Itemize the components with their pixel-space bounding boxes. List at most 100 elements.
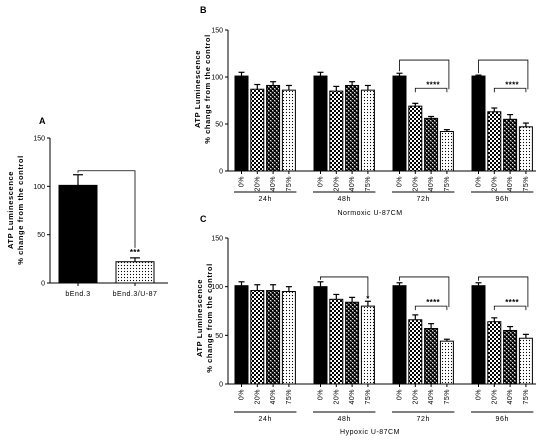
panel-b-x-tick-label: 40% bbox=[428, 176, 435, 192]
panel-c-bar bbox=[408, 319, 423, 385]
panel-b-group-label: 48h bbox=[337, 196, 350, 203]
panel-c-bar bbox=[345, 301, 360, 385]
panel-c: C 0 50 100 150 0% 20% 40% 75% 24h 0% 20% 40% 75% 48h *… bbox=[195, 214, 536, 436]
panel-b-x-tick-label: 75% bbox=[523, 176, 530, 192]
panel-b-y-tick-label: 150 bbox=[211, 28, 223, 35]
panel-b-bar bbox=[471, 75, 486, 172]
panel-c-bar bbox=[360, 305, 375, 385]
panel-a-y-tick-label: 150 bbox=[33, 136, 45, 143]
panel-c-bar bbox=[266, 290, 281, 385]
panel-c-y-tick-label: 100 bbox=[211, 284, 223, 291]
panel-b-bar bbox=[234, 75, 249, 172]
panel-c-group-label: 24h bbox=[258, 416, 271, 423]
panel-c-sig-bracket bbox=[320, 276, 369, 299]
panel-b-bar bbox=[281, 89, 296, 172]
panel-b-sig-label: **** bbox=[426, 80, 440, 89]
panel-c-y-tick-label: 0 bbox=[219, 382, 223, 389]
panel-b-x-tick-label: 75% bbox=[444, 176, 451, 192]
panel-a-x-tick-label: bEnd.3 bbox=[65, 291, 90, 298]
panel-c-x-tick-label: 40% bbox=[428, 389, 435, 405]
panel-c-sig-sub-bracket bbox=[414, 305, 448, 311]
panel-c-x-tick-label: 0% bbox=[476, 389, 483, 400]
panel-c-x-tick-label: 20% bbox=[412, 389, 419, 405]
panel-b-x-tick-label: 20% bbox=[333, 176, 340, 192]
panel-c-ylabel-line2: % change from the control bbox=[205, 263, 214, 373]
panel-b-bar bbox=[329, 90, 344, 172]
panel-c-x-tick-label: 75% bbox=[444, 389, 451, 405]
panel-a-sig-bracket bbox=[77, 170, 136, 248]
panel-b-sig-bracket bbox=[478, 59, 529, 90]
panel-b-plot: 0 50 100 150 0% 20% 40% 75% 24h 0% 20% 40% 75% 48h 0% 2… bbox=[211, 28, 536, 203]
panel-b-x-tick-label: 40% bbox=[507, 176, 514, 192]
panel-b-sig-bracket bbox=[399, 59, 450, 90]
panel-b-y-tick-label: 100 bbox=[211, 75, 223, 82]
panel-c-bar bbox=[250, 290, 265, 385]
panel-c-sig-label: **** bbox=[426, 298, 440, 307]
panel-b-bar bbox=[360, 89, 375, 172]
panel-c-y-tick-label: 150 bbox=[211, 236, 223, 243]
panel-a-plot: 0 50 100 150 bEnd.3 bEnd.3/U-87 *** bbox=[33, 136, 168, 298]
panel-c-bar bbox=[471, 285, 486, 385]
panel-b-bar bbox=[424, 117, 439, 172]
panel-c-x-tick-label: 75% bbox=[286, 389, 293, 405]
panel-b-x-tick-label: 0% bbox=[318, 176, 325, 187]
panel-b-ylabel-line2: % change from the control bbox=[203, 34, 212, 144]
panel-b-bar bbox=[503, 118, 518, 172]
panel-b-x-tick-label: 20% bbox=[412, 176, 419, 192]
panel-c-bar bbox=[487, 321, 502, 385]
panel-a-sig-label: *** bbox=[130, 248, 141, 257]
panel-c-letter: C bbox=[200, 214, 207, 224]
panel-b-group-label: 96h bbox=[495, 196, 508, 203]
panel-b-group-label: 24h bbox=[258, 196, 271, 203]
panel-c-sig-bracket bbox=[399, 276, 450, 308]
panel-c-bar bbox=[503, 329, 518, 385]
panel-c-bar bbox=[518, 337, 533, 385]
panel-b-sig-sub-bracket bbox=[414, 87, 448, 93]
panel-b-x-tick-label: 75% bbox=[286, 176, 293, 192]
panel-c-bar bbox=[424, 328, 439, 385]
panel-b-bar bbox=[408, 105, 423, 172]
panel-a-letter: A bbox=[39, 116, 46, 126]
panel-c-bar bbox=[281, 291, 296, 385]
panel-c-x-tick-label: 0% bbox=[239, 389, 246, 400]
panel-a-ylabel-line1: ATP Luminescence bbox=[6, 171, 15, 249]
panel-b-bar bbox=[250, 88, 265, 172]
panel-a-x-tick-label: bEnd.3/U-87 bbox=[113, 291, 158, 298]
panel-c-x-tick-label: 20% bbox=[333, 389, 340, 405]
panel-c-x-tick-label: 40% bbox=[349, 389, 356, 405]
panel-b-bar bbox=[487, 111, 502, 172]
panel-c-sig-label: * bbox=[366, 294, 370, 303]
panel-c-x-tick-label: 75% bbox=[365, 389, 372, 405]
panel-c-group-label: 96h bbox=[495, 416, 508, 423]
panel-b-x-tick-label: 20% bbox=[491, 176, 498, 192]
panel-b-bar bbox=[345, 84, 360, 172]
panel-b-bar bbox=[266, 84, 281, 172]
panel-c-ylabel-line1: ATP Luminescence bbox=[195, 279, 204, 357]
panel-b-group-label: 72h bbox=[416, 196, 429, 203]
panel-a-ylabel-line2: % change from the control bbox=[16, 155, 25, 265]
panel-c-sig-bracket bbox=[478, 276, 529, 308]
panel-b-x-tick-label: 0% bbox=[239, 176, 246, 187]
panel-b-x-tick-label: 40% bbox=[270, 176, 277, 192]
panel-c-sig-label: **** bbox=[505, 298, 519, 307]
panel-c-x-tick-label: 40% bbox=[507, 389, 514, 405]
panel-b-x-tick-label: 20% bbox=[254, 176, 261, 192]
panel-c-plot: 0 50 100 150 0% 20% 40% 75% 24h 0% 20% 40% 75% 48h * 0%… bbox=[211, 236, 536, 423]
panel-b-x-tick-label: 75% bbox=[365, 176, 372, 192]
panel-b-footer: Normoxic U-87CM bbox=[337, 210, 402, 217]
panel-b-y-tick-label: 0 bbox=[219, 169, 223, 176]
panel-c-footer: Hypoxic U-87CM bbox=[340, 429, 400, 436]
panel-b-sig-sub-bracket bbox=[493, 87, 527, 93]
panel-c-bar bbox=[392, 285, 407, 385]
panel-a-y-tick-label: 0 bbox=[41, 281, 45, 288]
panel-c-x-tick-label: 20% bbox=[491, 389, 498, 405]
panel-c-x-tick-label: 0% bbox=[397, 389, 404, 400]
panel-c-y-tick-label: 50 bbox=[215, 333, 223, 340]
panel-b-bar bbox=[439, 131, 454, 172]
panel-b-letter: B bbox=[200, 5, 207, 15]
panel-b-x-tick-label: 0% bbox=[397, 176, 404, 187]
panel-b-bar bbox=[518, 126, 533, 172]
panel-c-group-label: 72h bbox=[416, 416, 429, 423]
